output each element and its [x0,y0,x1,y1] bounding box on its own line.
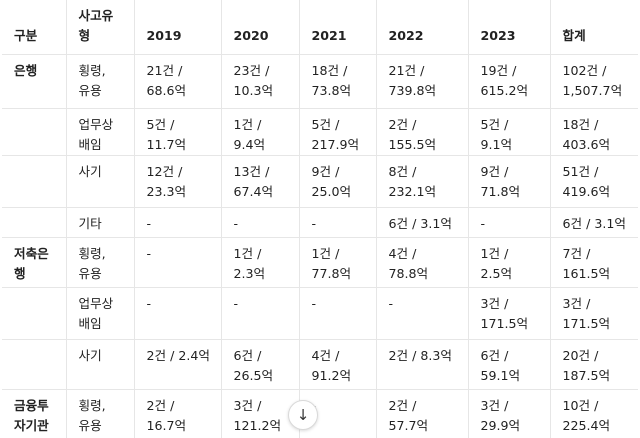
value-cell: 3건 / 121.2억 [220,389,300,438]
value-cell: 9건 / 25.0억 [298,155,377,208]
value-cell: 5건 / 11.7억 [133,108,222,156]
value-cell: 9건 / 71.8억 [467,155,551,208]
incident-type-cell: 횡령, 유용 [65,389,135,438]
value-cell: 6건 / 59.1억 [467,339,551,390]
value-cell: 1건 / 2.3억 [220,237,300,288]
table-row: 저축은행 횡령, 유용 -1건 / 2.3억 1건 / 77.8억 4건 / 78.8억… [2,237,638,288]
category-cell [2,108,67,156]
value-cell: 19건 / 615.2억 [467,54,551,109]
incident-type-cell: 사기 [65,339,135,390]
category-cell [2,287,67,340]
scroll-down-button[interactable]: ↓ [288,400,318,430]
value-cell: 23건 / 10.3억 [220,54,300,109]
table-row: 업무상 배임 - - - -3건 / 171.5억 3건 / 171.5억 [2,287,638,340]
incident-type-cell: 횡령, 유용 [65,54,135,109]
value-cell: 12건 / 23.3억 [133,155,222,208]
value-cell: 6건 / 3.1억 [375,207,469,238]
value-cell: 2건 / 2.4억 [133,339,222,390]
value-cell: 18건 / 403.6억 [549,108,638,156]
value-cell: 7건 / 161.5억 [549,237,638,288]
category-cell: 저축은행 [2,237,67,288]
value-cell: 1건 / 77.8억 [298,237,377,288]
value-cell: - [220,207,300,238]
value-cell: 1건 / 2.5억 [467,237,551,288]
value-cell: - [467,207,551,238]
value-cell: - [298,207,377,238]
value-cell: - [375,287,469,340]
value-cell: 21건 / 739.8억 [375,54,469,109]
value-cell: 10건 / 225.4억 [549,389,638,438]
category-cell: 은행 [2,54,67,109]
value-cell: - [298,287,377,340]
value-cell: 13건 / 67.4억 [220,155,300,208]
incident-type-cell: 업무상 배임 [65,287,135,340]
incident-type-cell: 횡령, 유용 [65,237,135,288]
incident-type-cell: 업무상 배임 [65,108,135,156]
header-cell: 2021 [298,0,377,55]
category-cell: 금융투자기관 [2,389,67,438]
header-cell: 구분 [2,0,67,55]
value-cell: 1건 / 9.4억 [220,108,300,156]
value-cell: - [133,287,222,340]
value-cell: 20건 / 187.5억 [549,339,638,390]
value-cell: - [133,237,222,288]
value-cell: 3건 / 171.5억 [549,287,638,340]
table-row: 사기 2건 / 2.4억 6건 / 26.5억 4건 / 91.2억 2건 / 8.3억… [2,339,638,390]
value-cell: 18건 / 73.8억 [298,54,377,109]
arrow-down-icon: ↓ [296,406,310,424]
value-cell: 8건 / 232.1억 [375,155,469,208]
header-cell: 사고유형 [65,0,135,55]
header-cell: 2023 [467,0,551,55]
value-cell: 5건 / 9.1억 [467,108,551,156]
value-cell: 6건 / 3.1억 [549,207,638,238]
value-cell: 5건 / 217.9억 [298,108,377,156]
value-cell: - [220,287,300,340]
header-cell: 합계 [549,0,638,55]
value-cell: 4건 / 78.8억 [375,237,469,288]
value-cell: 51건 / 419.6억 [549,155,638,208]
value-cell: 2건 / 57.7억 [375,389,469,438]
header-cell: 2022 [375,0,469,55]
value-cell: 2건 / 8.3억 [375,339,469,390]
category-cell [2,339,67,390]
table-row: 업무상 배임 5건 / 11.7억 1건 / 9.4억 5건 / 217.9억 2건 /… [2,108,638,156]
table-row: 사기 12건 / 23.3억 13건 / 67.4억 9건 / 25.0억 8건 / 2… [2,155,638,208]
value-cell: 2건 / 16.7억 [133,389,222,438]
incident-type-cell: 기타 [65,207,135,238]
category-cell [2,207,67,238]
category-cell [2,155,67,208]
value-cell: 2건 / 155.5억 [375,108,469,156]
value-cell: 102건 / 1,507.7억 [549,54,638,109]
value-cell: 6건 / 26.5억 [220,339,300,390]
header-cell: 2020 [220,0,300,55]
incident-type-cell: 사기 [65,155,135,208]
value-cell: 4건 / 91.2억 [298,339,377,390]
value-cell: 3건 / 29.9억 [467,389,551,438]
header-cell: 2019 [133,0,222,55]
value-cell: 3건 / 171.5억 [467,287,551,340]
value-cell: 21건 / 68.6억 [133,54,222,109]
table-row: 은행 횡령, 유용 21건 / 68.6억 23건 / 10.3억 18건 / 73.8… [2,54,638,109]
table-row: 기타 - - -6건 / 3.1억 -6건 / 3.1억 [2,207,638,238]
value-cell: - [133,207,222,238]
header-row: 구분 사고유형 2019 2020 2021 2022 2023 합계 [2,0,638,55]
